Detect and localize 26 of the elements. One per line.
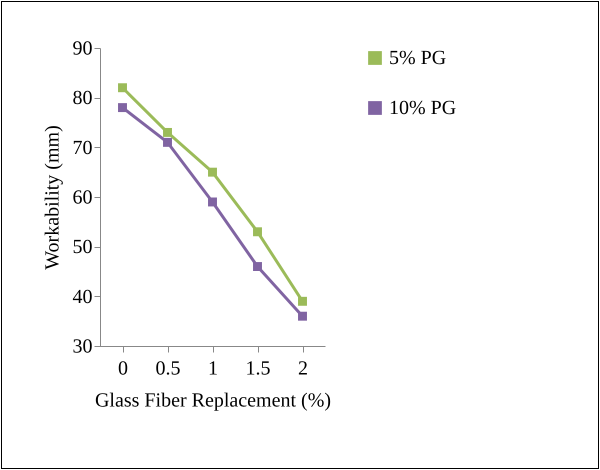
point [253,262,262,272]
point [208,168,217,177]
y-tick-label: 60 [72,186,92,208]
y-tick-label: 50 [72,236,92,258]
x-axis-title: Glass Fiber Replacement (%) [94,390,332,412]
point [118,83,127,92]
point [298,312,307,321]
y-tick-label: 40 [72,286,92,308]
point [163,128,172,137]
x-tick-label: 2 [298,358,308,380]
x-tick-label: 1.5 [246,358,270,380]
y-tick-label: 30 [72,336,92,358]
x-tick-label: 1 [208,358,218,380]
point [118,103,127,112]
legend-label: 5% PG [389,47,446,69]
point [253,227,262,236]
x-tick-label: 0 [118,358,128,380]
point [208,197,217,206]
y-tick-label: 90 [72,38,92,60]
y-axis-title: Workability (mm) [42,125,64,270]
y-tick-label: 80 [72,87,92,110]
point [163,138,172,147]
legend-label: 10% PG [389,97,456,119]
y-tick-label: 70 [72,136,92,159]
point [298,296,307,306]
x-tick-label: 0.5 [156,358,180,380]
